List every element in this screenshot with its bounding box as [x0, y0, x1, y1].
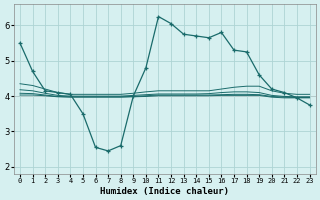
X-axis label: Humidex (Indice chaleur): Humidex (Indice chaleur)	[100, 187, 229, 196]
